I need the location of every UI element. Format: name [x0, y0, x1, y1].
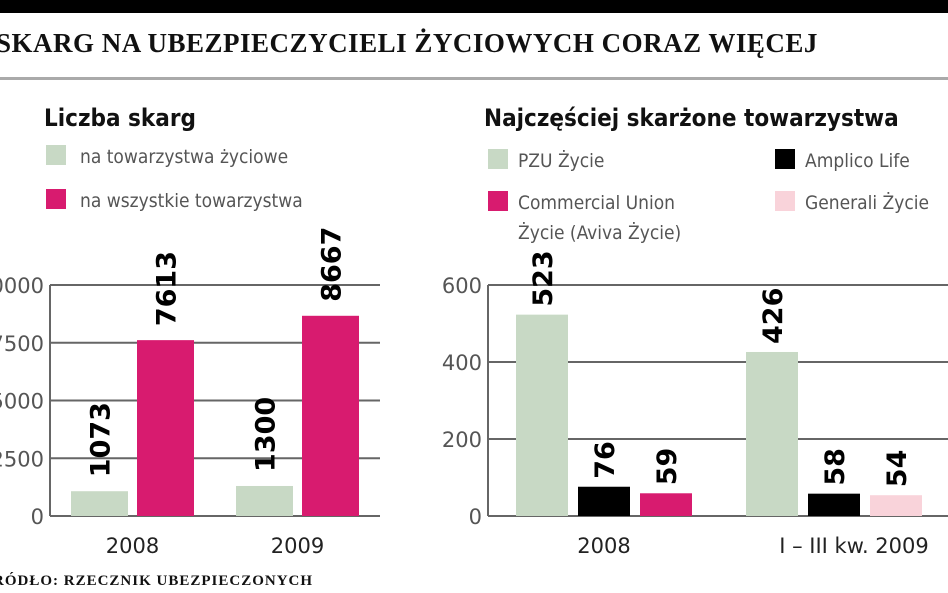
- legend-label: Generali Życie: [805, 191, 929, 214]
- bar: [640, 493, 692, 516]
- legend-swatch: [46, 145, 66, 165]
- bar: [516, 314, 568, 516]
- x-category-label: 2009: [271, 534, 324, 558]
- legend-swatch: [775, 191, 795, 211]
- right-chart-title: Najczęściej skarżone towarzystwa: [484, 104, 899, 132]
- y-tick-label: 7500: [0, 332, 44, 356]
- legend-swatch: [46, 189, 66, 209]
- y-tick-label: 400: [442, 351, 482, 375]
- data-label: 58: [820, 448, 851, 486]
- legend-label: na wszystkie towarzystwa: [80, 190, 303, 212]
- title-divider: [0, 77, 948, 80]
- data-label: 1073: [86, 402, 117, 477]
- x-category-label: I – III kw. 2009: [779, 534, 929, 558]
- data-label: 7613: [152, 251, 183, 326]
- bar: [302, 315, 359, 516]
- x-category-label: 2008: [577, 534, 630, 558]
- legend-label: na towarzystwa życiowe: [80, 146, 288, 168]
- y-tick-label: 0: [31, 505, 44, 529]
- y-tick-label: 0: [469, 505, 482, 529]
- legend-label: PZU Życie: [518, 149, 604, 172]
- data-label: 1300: [251, 397, 282, 472]
- y-tick-label: 2500: [0, 447, 44, 471]
- legend-swatch: [488, 191, 508, 211]
- legend-label: Życie (Aviva Życie): [518, 221, 681, 244]
- bar: [137, 340, 194, 516]
- infographic-title: SKARG NA UBEZPIECZYCIELI ŻYCIOWYCH CORAZ…: [0, 28, 818, 58]
- data-label: 523: [528, 250, 559, 306]
- bar: [236, 485, 293, 516]
- legend-label: Commercial Union: [518, 192, 675, 214]
- legend-swatch: [775, 149, 795, 169]
- data-label: 54: [882, 450, 913, 488]
- data-label: 8667: [317, 227, 348, 302]
- bar: [578, 486, 630, 516]
- legend-label: Amplico Life: [805, 150, 910, 172]
- bar: [870, 495, 922, 516]
- bar: [808, 493, 860, 516]
- data-label: 76: [590, 441, 621, 479]
- left-chart-title: Liczba skarg: [44, 104, 196, 132]
- data-label: 59: [652, 448, 683, 486]
- legend-swatch: [488, 149, 508, 169]
- y-tick-label: 600: [442, 274, 482, 298]
- bar: [746, 351, 798, 516]
- source-note: ŹRÓDŁO: RZECZNIK UBEZPIECZONYCH: [0, 572, 313, 589]
- data-label: 426: [758, 288, 789, 344]
- x-category-label: 2008: [106, 534, 159, 558]
- y-tick-label: 200: [442, 428, 482, 452]
- bar: [71, 491, 128, 516]
- y-tick-label: 10000: [0, 274, 44, 298]
- top-bar: [0, 0, 948, 13]
